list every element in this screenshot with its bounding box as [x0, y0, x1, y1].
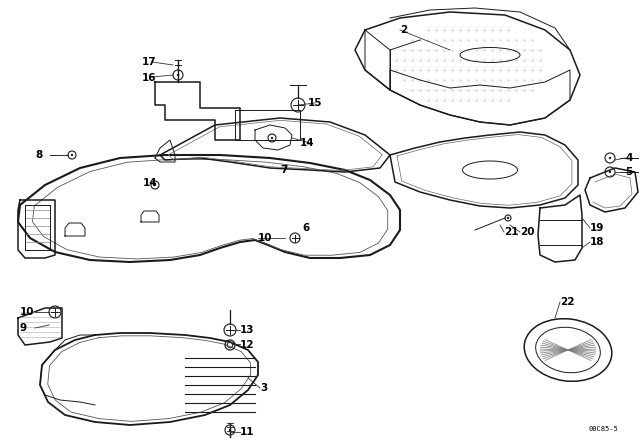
Circle shape: [177, 74, 179, 76]
Text: 20: 20: [520, 227, 534, 237]
Text: 00C85-5: 00C85-5: [588, 426, 618, 432]
Text: 22: 22: [560, 297, 575, 307]
Text: 21: 21: [504, 227, 518, 237]
Text: 9: 9: [20, 323, 27, 333]
Text: 18: 18: [590, 237, 605, 247]
Text: 3: 3: [260, 383, 268, 393]
Text: 12: 12: [240, 340, 255, 350]
Text: 10: 10: [20, 307, 35, 317]
Circle shape: [271, 137, 273, 139]
Circle shape: [609, 157, 611, 159]
Text: 13: 13: [240, 325, 255, 335]
Text: 5: 5: [625, 167, 632, 177]
Text: 15: 15: [308, 98, 323, 108]
Circle shape: [71, 154, 73, 156]
Text: 16: 16: [142, 73, 157, 83]
Text: 10: 10: [258, 233, 273, 243]
Circle shape: [154, 184, 156, 186]
Text: 4: 4: [625, 153, 632, 163]
Circle shape: [609, 171, 611, 173]
Text: 14: 14: [300, 138, 315, 148]
Text: 7: 7: [280, 165, 287, 175]
Text: 17: 17: [142, 57, 157, 67]
Text: 14: 14: [143, 178, 157, 188]
Circle shape: [507, 217, 509, 219]
Text: 11: 11: [240, 427, 255, 437]
Text: 8: 8: [35, 150, 42, 160]
Text: 2: 2: [400, 25, 407, 35]
Text: 6: 6: [302, 223, 309, 233]
Text: 19: 19: [590, 223, 604, 233]
Circle shape: [229, 429, 231, 431]
